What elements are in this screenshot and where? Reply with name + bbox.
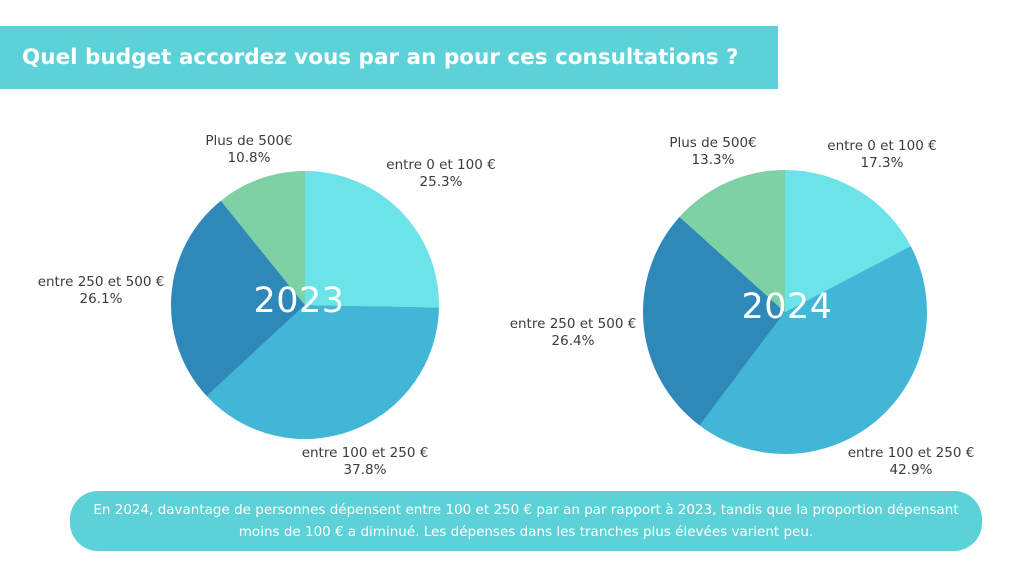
pie-2024-label-0-100: entre 0 et 100 € 17.3% (807, 138, 957, 172)
slice-name: entre 100 et 250 € (301, 445, 429, 461)
pie-2023-slice-250-500 (171, 200, 305, 397)
slice-name: entre 100 et 250 € (847, 445, 975, 461)
slice-percent: 25.3% (419, 174, 463, 190)
slice-name: entre 0 et 100 € (386, 157, 496, 173)
pie-2023-year-label: 2023 (253, 281, 345, 321)
pie-2023-label-plus-500: Plus de 500€ 10.8% (174, 133, 324, 167)
slice-percent: 42.9% (889, 462, 933, 478)
slice-name: Plus de 500€ (205, 133, 293, 149)
slice-percent: 26.1% (79, 291, 123, 307)
pie-2024-label-plus-500: Plus de 500€ 13.3% (638, 135, 788, 169)
pie-2024-year-label: 2024 (741, 287, 833, 327)
pie-2023-slice-0-100 (305, 171, 440, 308)
slice-name: Plus de 500€ (669, 135, 757, 151)
slice-percent: 13.3% (691, 152, 735, 168)
pie-2024-slice-100-250 (699, 246, 927, 454)
slice-name: entre 250 et 500 € (509, 316, 637, 332)
pie-2024-label-250-500: entre 250 et 500 € 26.4% (498, 316, 648, 350)
summary-text: En 2024, davantage de personnes dépensen… (93, 502, 959, 540)
pie-2024-slice-plus-500 (679, 169, 785, 312)
slice-percent: 37.8% (343, 462, 387, 478)
pie-2023-label-250-500: entre 250 et 500 € 26.1% (26, 274, 176, 308)
slice-percent: 26.4% (551, 333, 595, 349)
pie-2024-label-100-250: entre 100 et 250 € 42.9% (836, 445, 986, 479)
slice-percent: 10.8% (227, 150, 271, 166)
chart-title: Quel budget accordez vous par an pour ce… (22, 45, 739, 70)
summary-box: En 2024, davantage de personnes dépensen… (70, 491, 982, 551)
title-banner: Quel budget accordez vous par an pour ce… (0, 26, 778, 89)
slice-name: entre 0 et 100 € (827, 138, 937, 154)
slice-name: entre 250 et 500 € (37, 274, 165, 290)
slice-percent: 17.3% (860, 155, 904, 171)
pie-2023-label-100-250: entre 100 et 250 € 37.8% (290, 445, 440, 479)
pie-2024-slice-0-100 (785, 170, 911, 312)
pie-2023-slice-100-250 (206, 305, 439, 440)
pie-2024-slice-250-500 (642, 216, 785, 426)
pie-2023-label-0-100: entre 0 et 100 € 25.3% (366, 157, 516, 191)
pie-2023-slice-plus-500 (220, 171, 305, 305)
